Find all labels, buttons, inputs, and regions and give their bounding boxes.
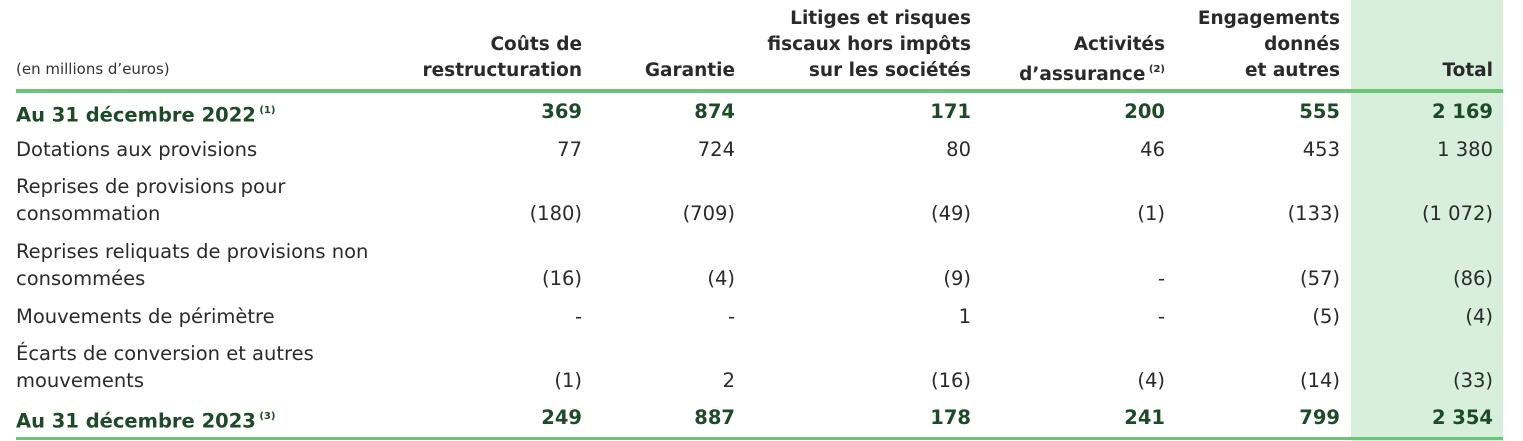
cell-litiges: (49)	[930, 202, 971, 225]
header-rule	[16, 89, 1503, 93]
column-header-restructuring: Coûts de restructuration	[423, 32, 582, 84]
row-label: Au 31 décembre 2023 (3)	[16, 404, 275, 435]
cell-restructuring: 77	[557, 138, 582, 161]
row-label: Au 31 décembre 2022 (1)	[16, 98, 275, 129]
cell-engagements: (57)	[1299, 267, 1340, 290]
row-label: Reprises de provisions pour consommation	[16, 173, 285, 227]
table-row: Mouvements de périmètre - - 1 - (5) (4)	[0, 303, 1523, 333]
cell-restructuring: 369	[541, 100, 582, 123]
column-header-line: Litiges et risques	[790, 8, 971, 29]
column-header-line: Engagements	[1197, 8, 1340, 29]
row-label-line: Dotations aux provisions	[16, 138, 258, 161]
cell-garantie: 874	[694, 100, 735, 123]
cell-total: (86)	[1452, 267, 1493, 290]
row-label-line: Écarts de conversion et autres	[16, 342, 314, 365]
table-row: Reprises reliquats de provisions non cons…	[0, 238, 1523, 294]
cell-engagements: 555	[1299, 100, 1340, 123]
row-label-line: Au 31 décembre 2022 (1)	[16, 103, 276, 127]
cell-engagements: 453	[1302, 138, 1340, 161]
cell-garantie: 724	[697, 138, 735, 161]
table-row: Au 31 décembre 2023 (3) 249 887 178 241 799 2 …	[0, 404, 1523, 434]
cell-total: (4)	[1465, 305, 1493, 328]
column-header-line: Activités	[1073, 34, 1165, 55]
cell-assurance: -	[1157, 305, 1165, 328]
cell-litiges: 1	[958, 305, 971, 328]
column-header-line: fiscaux hors impôts	[767, 34, 971, 55]
footnote-marker: (3)	[255, 411, 276, 422]
cell-garantie: -	[727, 305, 735, 328]
column-header-line: donnés	[1264, 34, 1340, 55]
cell-assurance: (4)	[1137, 369, 1165, 392]
cell-litiges: 171	[930, 100, 971, 123]
footnote-marker: (1)	[255, 105, 276, 116]
row-label: Mouvements de périmètre	[16, 303, 275, 330]
cell-assurance: -	[1157, 267, 1165, 290]
row-label-line: mouvements	[16, 369, 144, 392]
row-label-line: consommées	[16, 267, 146, 290]
column-header-line: sur les sociétés	[808, 60, 971, 81]
column-header-line: restructuration	[422, 60, 582, 81]
cell-total: 1 380	[1437, 138, 1493, 161]
cell-total: 2 354	[1431, 406, 1493, 429]
cell-engagements: 799	[1299, 406, 1340, 429]
cell-garantie: (4)	[707, 267, 735, 290]
row-label-line: Reprises de provisions pour	[16, 175, 286, 198]
cell-restructuring: 249	[541, 406, 582, 429]
cell-assurance: 46	[1140, 138, 1165, 161]
column-header-litiges: Litiges et risques fiscaux hors impôts sur…	[767, 6, 971, 84]
cell-restructuring: -	[574, 305, 582, 328]
cell-assurance: (1)	[1137, 202, 1165, 225]
cell-garantie: (709)	[682, 202, 735, 225]
cell-engagements: (133)	[1287, 202, 1340, 225]
column-header-assurance: Activités d’assurance (2)	[1019, 32, 1165, 88]
row-label-line: Reprises reliquats de provisions non	[16, 240, 369, 263]
cell-litiges: 178	[930, 406, 971, 429]
row-label-line: Mouvements de périmètre	[16, 305, 275, 328]
column-header-line: et autres	[1244, 60, 1340, 81]
footnote-marker: (2)	[1145, 64, 1165, 75]
table-row: Dotations aux provisions 77 724 80 46 453 1 38…	[0, 136, 1523, 166]
cell-total: 2 169	[1431, 100, 1493, 123]
cell-restructuring: (16)	[541, 267, 582, 290]
row-label-line: Au 31 décembre 2023 (3)	[16, 409, 276, 433]
cell-assurance: 200	[1124, 100, 1165, 123]
column-header-line: d’assurance (2)	[1019, 64, 1165, 86]
cell-engagements: (5)	[1312, 305, 1340, 328]
row-label: Reprises reliquats de provisions non cons…	[16, 238, 368, 292]
column-header-garantie: Garantie	[645, 58, 735, 84]
column-header-line: Total	[1442, 60, 1493, 81]
table-row: Au 31 décembre 2022 (1) 369 874 171 200 555 2 …	[0, 98, 1523, 128]
cell-garantie: 2	[722, 369, 735, 392]
row-label: Dotations aux provisions	[16, 136, 257, 163]
column-header-line: Coûts de	[490, 34, 582, 55]
total-column-highlight	[1351, 0, 1503, 441]
cell-restructuring: (1)	[554, 369, 582, 392]
row-label: Écarts de conversion et autres mouvements	[16, 340, 314, 394]
cell-litiges: (16)	[930, 369, 971, 392]
bottom-rule	[16, 437, 1503, 440]
table-row: Reprises de provisions pour consommation (…	[0, 173, 1523, 229]
cell-restructuring: (180)	[529, 202, 582, 225]
cell-total: (1 072)	[1421, 202, 1493, 225]
column-header-total: Total	[1442, 58, 1493, 84]
cell-assurance: 241	[1124, 406, 1165, 429]
cell-total: (33)	[1452, 369, 1493, 392]
cell-engagements: (14)	[1299, 369, 1340, 392]
column-header-line: Garantie	[644, 60, 735, 81]
table-row: Écarts de conversion et autres mouvements…	[0, 340, 1523, 396]
cell-litiges: 80	[946, 138, 971, 161]
row-label-line: consommation	[16, 202, 161, 225]
cell-litiges: (9)	[943, 267, 971, 290]
table-header: (en millions d’euros) Coûts de restructur…	[0, 0, 1523, 90]
unit-note: (en millions d’euros)	[16, 60, 170, 78]
column-header-engagements: Engagements donnés et autres	[1198, 6, 1340, 84]
cell-garantie: 887	[694, 406, 735, 429]
